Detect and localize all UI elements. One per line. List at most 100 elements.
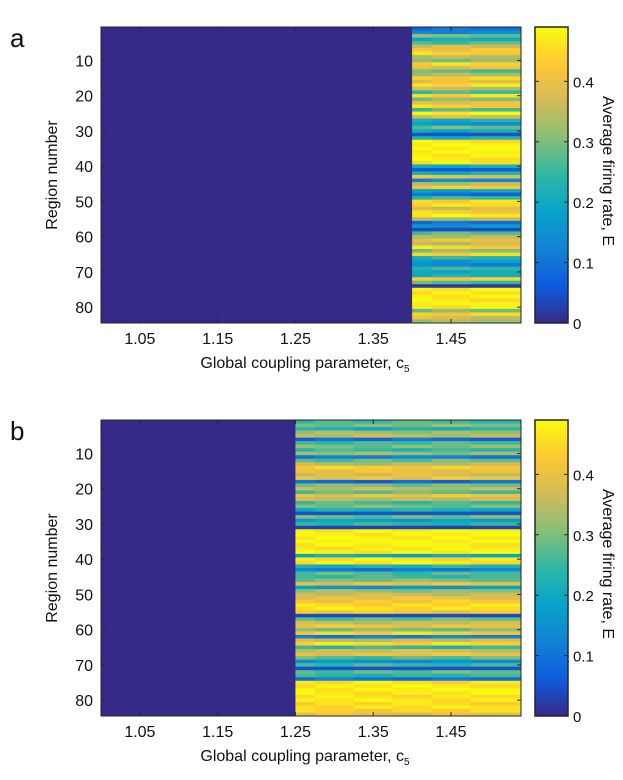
heatmap-cell: [431, 504, 471, 509]
heatmap-cell: [295, 613, 316, 618]
heatmap-cell: [412, 238, 432, 243]
heatmap-cell: [470, 192, 522, 197]
heatmap-cell: [353, 568, 394, 572]
heatmap-cell: [314, 550, 355, 555]
heatmap-cell: [392, 649, 432, 653]
heatmap-cell: [431, 291, 471, 296]
heatmap-cell: [412, 72, 432, 77]
heatmap-cell: [353, 677, 394, 682]
heatmap-cell: [295, 575, 316, 579]
heatmap-cell: [295, 427, 316, 431]
heatmap-cell: [470, 146, 522, 151]
heatmap-cell: [431, 132, 471, 137]
heatmap-cell: [295, 483, 316, 488]
heatmap-cell: [431, 642, 471, 646]
heatmap-cell: [470, 167, 522, 172]
heatmap-cell: [470, 599, 522, 604]
heatmap-cell: [431, 115, 471, 120]
heatmap-cell: [295, 469, 316, 474]
heatmap-cell: [412, 76, 432, 81]
heatmap-cell: [431, 620, 471, 625]
heatmap-cell: [295, 451, 316, 456]
heatmap-cell: [431, 97, 471, 102]
heatmap-cell: [314, 490, 355, 495]
heatmap-cell: [392, 603, 432, 608]
heatmap-cell: [353, 691, 394, 696]
heatmap-cell: [295, 518, 316, 523]
heatmap-cell: [314, 620, 355, 625]
heatmap-cell: [431, 575, 471, 579]
x-axis-label: Global coupling parameter, c5: [200, 748, 410, 768]
heatmap-cell: [314, 592, 355, 597]
heatmap-cell: [412, 97, 432, 102]
heatmap-cell: [431, 476, 471, 481]
heatmap-cell: [412, 319, 432, 324]
x-axis-label-text: Global coupling parameter, c: [200, 355, 404, 372]
heatmap-cell: [431, 423, 471, 428]
heatmap-cell: [412, 160, 432, 165]
heatmap-cell: [431, 666, 471, 671]
heatmap-cell: [295, 434, 316, 439]
heatmap-cell: [353, 610, 394, 615]
heatmap-cell: [431, 199, 471, 204]
heatmap-cell: [392, 441, 432, 446]
heatmap-cell: [392, 620, 432, 625]
heatmap-cell: [470, 613, 522, 618]
heatmap-cell: [470, 437, 522, 442]
heatmap-cell: [392, 423, 432, 428]
heatmap-cell: [295, 578, 316, 583]
heatmap-cell: [431, 301, 471, 306]
heatmap-cell: [431, 518, 471, 523]
heatmap-cell: [295, 543, 316, 548]
heatmap-cell: [470, 238, 522, 243]
heatmap-cell: [412, 249, 432, 253]
heatmap-cell: [470, 37, 522, 42]
heatmap-cell: [295, 642, 316, 646]
heatmap-cell: [314, 423, 355, 428]
heatmap-cell: [353, 490, 394, 495]
heatmap-cell: [431, 171, 471, 176]
heatmap-cell: [470, 659, 522, 664]
heatmap-cell: [392, 596, 432, 601]
heatmap-cell: [412, 108, 432, 112]
heatmap-cell: [392, 476, 432, 481]
heatmap-cell: [431, 298, 471, 303]
heatmap-cell: [431, 553, 471, 558]
heatmap-cell: [353, 469, 394, 474]
heatmap-cell: [431, 245, 471, 250]
heatmap-cell: [295, 687, 316, 692]
heatmap-cell: [470, 58, 522, 63]
heatmap-cell: [470, 656, 522, 661]
heatmap-cell: [431, 596, 471, 601]
heatmap-cell: [295, 539, 316, 544]
heatmap-cell: [392, 430, 432, 435]
heatmap-cell: [412, 266, 432, 271]
heatmap-cell: [470, 312, 522, 317]
heatmap-cell: [470, 497, 522, 502]
heatmap-cell: [470, 680, 522, 685]
heatmap-cell: [314, 420, 355, 424]
heatmap-cell: [314, 578, 355, 583]
heatmap-cell: [412, 241, 432, 246]
heatmap-cell: [470, 606, 522, 611]
heatmap-cell: [470, 157, 522, 162]
heatmap-cell: [470, 610, 522, 615]
heatmap-cell: [314, 642, 355, 646]
heatmap-cell: [314, 610, 355, 615]
heatmap-cell: [470, 479, 522, 484]
heatmap-cell: [353, 582, 394, 587]
heatmap-cell: [392, 458, 432, 463]
heatmap-cell: [353, 437, 394, 442]
colorbar: [535, 27, 568, 323]
heatmap-cell: [295, 592, 316, 597]
heatmap-cell: [412, 284, 432, 289]
heatmap-cell: [412, 48, 432, 53]
heatmap-cell: [295, 645, 316, 650]
heatmap-cell: [431, 543, 471, 548]
x-tick-label: 1.35: [358, 724, 389, 741]
heatmap-cell: [353, 613, 394, 618]
heatmap-cell: [470, 217, 522, 222]
y-tick-label: 30: [75, 517, 93, 534]
heatmap-cell: [314, 536, 355, 541]
heatmap-cell: [470, 115, 522, 120]
